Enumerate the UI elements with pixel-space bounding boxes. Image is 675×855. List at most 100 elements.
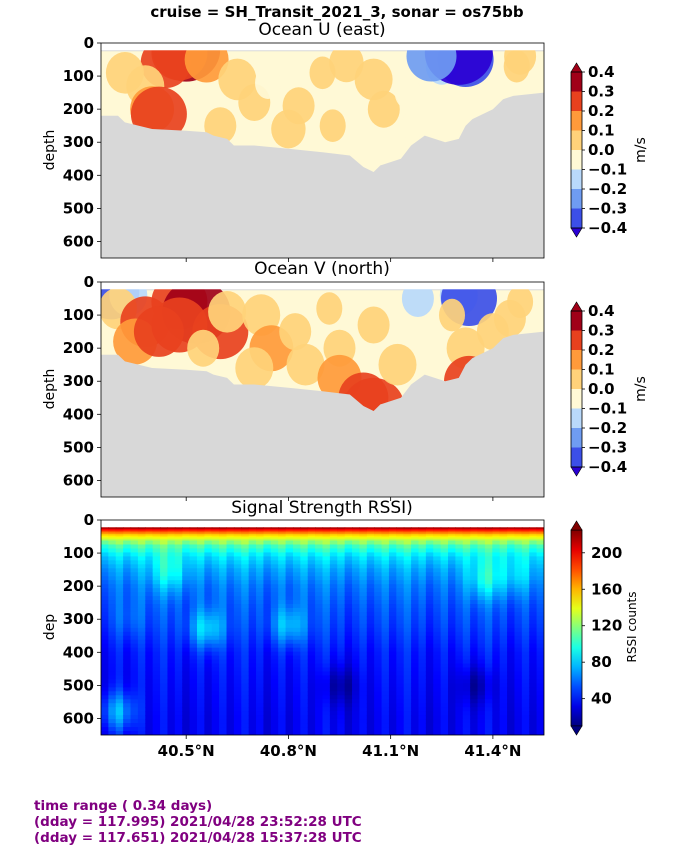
rssi-cell bbox=[366, 532, 375, 535]
rssi-cell bbox=[285, 544, 294, 550]
rssi-cell bbox=[337, 727, 346, 732]
rssi-cell bbox=[256, 544, 265, 550]
rssi-cell bbox=[396, 647, 405, 653]
rssi-cell bbox=[470, 631, 479, 637]
rssi-cell bbox=[226, 584, 235, 589]
rssi-cell bbox=[189, 627, 198, 633]
rssi-cell bbox=[256, 679, 265, 684]
rssi-cell bbox=[123, 596, 132, 601]
rssi-cell bbox=[359, 548, 368, 554]
rssi-cell bbox=[381, 527, 390, 530]
rssi-cell bbox=[101, 651, 109, 657]
rssi-cell bbox=[521, 711, 530, 716]
rssi-cell bbox=[219, 667, 228, 673]
rssi-cell bbox=[470, 679, 479, 684]
rssi-cell bbox=[256, 619, 265, 625]
rssi-cell bbox=[278, 711, 287, 716]
rssi-cell bbox=[521, 580, 530, 585]
rssi-cell bbox=[300, 604, 309, 609]
rssi-cell bbox=[448, 552, 456, 557]
rssi-cell bbox=[196, 544, 205, 550]
rssi-cell bbox=[285, 715, 294, 720]
rssi-cell bbox=[307, 528, 316, 532]
rssi-cell bbox=[507, 592, 516, 597]
rssi-cell bbox=[130, 679, 139, 684]
rssi-cell bbox=[315, 560, 324, 565]
rssi-cell bbox=[115, 592, 124, 597]
rssi-cell bbox=[381, 719, 390, 724]
rssi-cell bbox=[189, 723, 198, 728]
contour-feature bbox=[316, 292, 343, 325]
rssi-cell bbox=[292, 607, 301, 613]
rssi-cell bbox=[396, 671, 405, 677]
rssi-cell bbox=[359, 568, 368, 573]
rssi-cell bbox=[285, 560, 294, 565]
rssi-cell bbox=[196, 527, 205, 530]
rssi-cell bbox=[182, 623, 191, 629]
rssi-cell bbox=[152, 667, 161, 673]
rssi-cell bbox=[145, 607, 154, 613]
rssi-cell bbox=[492, 639, 501, 645]
rssi-cell bbox=[529, 719, 538, 724]
rssi-cell bbox=[470, 719, 479, 724]
rssi-cell bbox=[300, 659, 309, 665]
rssi-cell bbox=[241, 527, 250, 530]
rssi-cell bbox=[425, 548, 434, 554]
rssi-cell bbox=[521, 537, 530, 540]
rssi-cell bbox=[352, 715, 361, 720]
rssi-cell bbox=[196, 552, 205, 557]
rssi-cell bbox=[152, 576, 161, 581]
rssi-cell bbox=[448, 719, 456, 724]
rssi-cell bbox=[448, 727, 456, 732]
rssi-cell bbox=[115, 691, 124, 696]
rssi-cell bbox=[204, 687, 213, 692]
rssi-cell bbox=[433, 538, 442, 542]
rssi-cell bbox=[160, 679, 169, 684]
rssi-cell bbox=[477, 675, 486, 681]
rssi-cell bbox=[448, 691, 456, 696]
rssi-cell bbox=[507, 576, 516, 581]
rssi-cell bbox=[403, 552, 412, 557]
rssi-cell bbox=[211, 699, 220, 704]
rssi-cell bbox=[174, 588, 183, 593]
rssi-cell bbox=[433, 592, 442, 597]
rssi-cell bbox=[292, 560, 301, 565]
rssi-cell bbox=[211, 627, 220, 633]
rssi-cell bbox=[484, 552, 493, 557]
rssi-cell bbox=[196, 663, 205, 669]
rssi-cell bbox=[285, 695, 294, 700]
rssi-cell bbox=[529, 560, 538, 565]
rssi-cell bbox=[219, 659, 228, 665]
rssi-cell bbox=[101, 699, 109, 704]
rssi-cell bbox=[344, 588, 353, 593]
rssi-cell bbox=[315, 707, 324, 712]
rssi-cell bbox=[307, 679, 316, 684]
rssi-cell bbox=[137, 540, 146, 546]
rssi-cell bbox=[433, 619, 442, 625]
rssi-cell bbox=[403, 556, 412, 561]
rssi-cell bbox=[484, 588, 493, 593]
rssi-cell bbox=[455, 532, 464, 535]
rssi-cell bbox=[388, 527, 397, 530]
rssi-cell bbox=[315, 651, 324, 657]
rssi-cell bbox=[160, 675, 169, 681]
rssi-cell bbox=[440, 647, 449, 653]
rssi-cell bbox=[219, 727, 228, 732]
rssi-cell bbox=[189, 568, 198, 573]
rssi-cell bbox=[307, 607, 316, 613]
rssi-cell bbox=[337, 695, 346, 700]
rssi-cell bbox=[167, 707, 176, 712]
rssi-cell bbox=[248, 572, 257, 577]
x-tick-label: 40.8°N bbox=[260, 742, 317, 760]
rssi-cell bbox=[174, 537, 183, 540]
rssi-cell bbox=[226, 719, 235, 724]
rssi-cell bbox=[448, 683, 456, 688]
rssi-cell bbox=[270, 560, 279, 565]
rssi-cell bbox=[411, 619, 420, 625]
rssi-cell bbox=[256, 607, 265, 613]
rssi-cell bbox=[514, 540, 523, 546]
rssi-cell bbox=[160, 727, 169, 732]
axes-frame bbox=[100, 281, 545, 498]
rssi-cell bbox=[292, 556, 301, 561]
rssi-cell bbox=[499, 619, 508, 625]
